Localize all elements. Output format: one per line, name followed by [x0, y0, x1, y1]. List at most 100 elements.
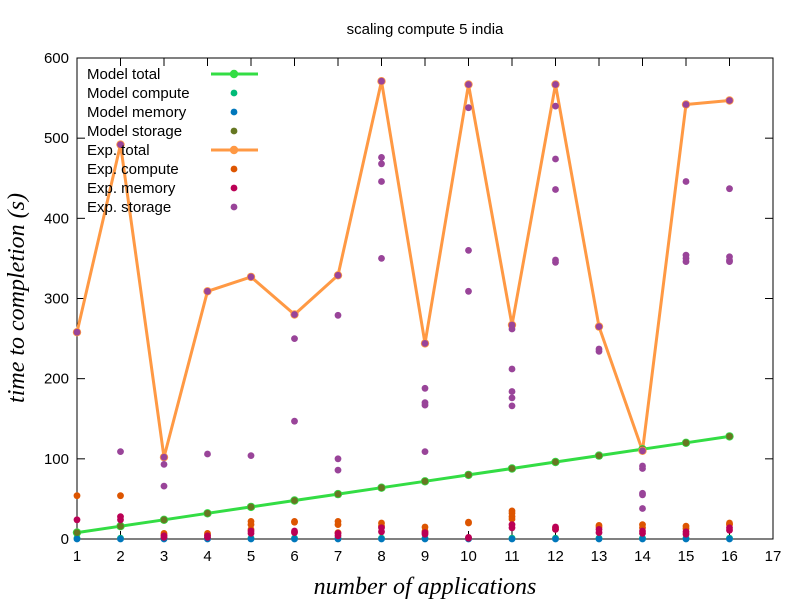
series-3-point [247, 503, 255, 511]
x-tick-label: 1 [73, 548, 81, 565]
series-2-point [73, 535, 81, 543]
series-2-point [247, 535, 255, 543]
series-6-point [726, 526, 733, 534]
series-6-point [378, 528, 385, 536]
series-7-point [726, 185, 733, 193]
chart-title: scaling compute 5 india [347, 21, 504, 38]
series-2-point [726, 535, 733, 543]
legend: Model total Model compute Model memory Mode… [87, 66, 258, 216]
series-3-point [682, 439, 690, 447]
legend-swatch-point [230, 203, 238, 211]
series-7-point [117, 448, 124, 455]
legend-swatch-point [230, 184, 238, 192]
x-tick-label: 3 [160, 548, 168, 565]
series-2-point [291, 535, 298, 543]
x-tick-label: 7 [334, 548, 342, 565]
series-5-point [291, 518, 298, 526]
series-3-point [160, 516, 168, 524]
x-tick-label: 9 [421, 548, 429, 565]
series-7-point [682, 178, 690, 185]
series-7-point [378, 154, 385, 161]
series-2-point [508, 535, 516, 543]
series-3-point [204, 509, 211, 517]
series-3-point [508, 465, 516, 472]
series-2-point [421, 535, 429, 543]
series-3-point [726, 433, 733, 440]
series-3-point [421, 477, 429, 485]
series-7-point [552, 186, 559, 193]
series-3-point [465, 471, 472, 479]
legend-swatch-point [229, 69, 239, 79]
series-6-point [421, 530, 429, 538]
series-7-point [291, 335, 298, 342]
y-tick-label: 200 [44, 371, 69, 388]
series-7-point [334, 466, 342, 474]
x-tick-label: 4 [203, 548, 211, 565]
legend-label: Model total [87, 66, 160, 83]
series-7-point [508, 388, 516, 395]
series-4-line [75, 79, 730, 459]
series-points [72, 77, 734, 543]
x-tick-label: 17 [765, 548, 782, 565]
series-7-point [465, 247, 472, 254]
series-7-point [508, 402, 516, 410]
series-7-point [465, 287, 472, 295]
series-7-point [726, 97, 733, 104]
x-tick-label: 13 [591, 548, 608, 565]
series-6-point [117, 516, 124, 524]
series-7-point [508, 365, 516, 373]
x-tick-label: 16 [721, 548, 738, 565]
series-6-point [334, 532, 342, 540]
legend-label: Model memory [87, 104, 187, 121]
series-7-point [378, 77, 385, 85]
x-tick-label: 14 [634, 548, 651, 565]
series-7-point [726, 258, 733, 265]
series-7-point [421, 384, 429, 392]
series-7-point [334, 311, 342, 319]
series-7-point [465, 81, 472, 88]
y-tick-label: 500 [44, 130, 69, 147]
series-5-point [73, 492, 81, 500]
series-7-point [247, 452, 255, 459]
series-6-point [204, 534, 211, 541]
series-2-point [552, 535, 559, 543]
series-7-point [639, 491, 646, 499]
series-6-point [73, 516, 81, 524]
series-6-point [595, 529, 603, 536]
series-7-point [378, 255, 385, 262]
series-7-point [291, 311, 298, 318]
series-5-point [508, 515, 516, 523]
series-7-point [160, 453, 168, 461]
legend-label: Exp. memory [87, 180, 176, 197]
series-3-point [595, 452, 603, 459]
series-2-point [682, 535, 690, 543]
series-7-point [639, 447, 646, 455]
series-6-point [552, 526, 559, 533]
series-5-point [247, 521, 255, 528]
series-7-point [117, 141, 124, 149]
x-tick-label: 11 [504, 548, 520, 565]
series-7-point [421, 340, 429, 347]
series-7-point [595, 348, 603, 355]
series-7-point [682, 101, 690, 108]
series-2-point [117, 535, 124, 543]
legend-swatch-point [230, 108, 238, 116]
series-3-point [291, 497, 298, 504]
series-7-point [639, 465, 646, 472]
series-7-point [247, 273, 255, 281]
legend-label: Exp. total [87, 142, 150, 159]
series-7-point [334, 271, 342, 279]
series-7-point [291, 417, 298, 425]
y-tick-label: 0 [61, 531, 69, 548]
legend-swatch-point [230, 89, 238, 97]
series-2-point [378, 535, 385, 543]
series-5-point [465, 519, 472, 527]
series-3-point [378, 484, 385, 492]
series-7-point [204, 287, 211, 295]
y-axis-title: time to completion (s) [4, 193, 30, 403]
x-axis-title: number of applications [314, 574, 537, 600]
series-7-point [508, 325, 516, 333]
y-tick-label: 100 [44, 451, 69, 468]
x-tick-label: 12 [547, 548, 564, 565]
